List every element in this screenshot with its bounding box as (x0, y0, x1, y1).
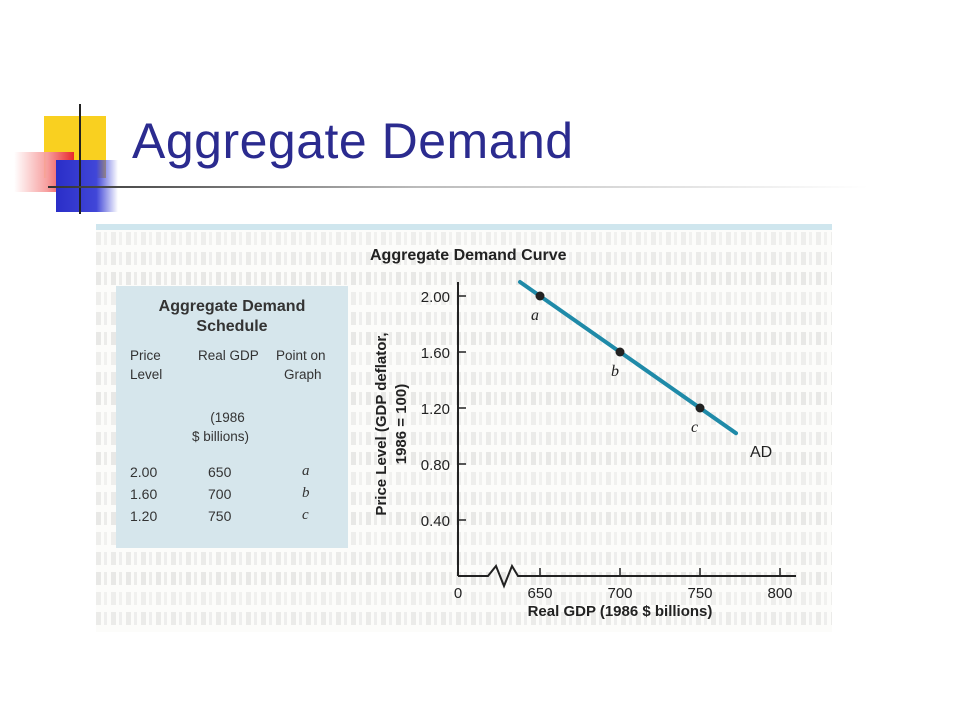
y-tick-label: 1.20 (421, 401, 450, 418)
y-tick-label: 0.80 (421, 457, 450, 474)
x-axis-label: Real GDP (1986 $ billions) (528, 603, 713, 620)
data-point-b (615, 347, 625, 357)
y-axis-label-line1: Price Level (GDP deflator, (373, 332, 390, 515)
aggregate-demand-chart: Aggregate Demand Curve Price Level (GDP … (370, 247, 796, 620)
y-tick-label: 2.00 (421, 289, 450, 306)
row-b-point: b (302, 485, 310, 501)
decor-title-underline (48, 186, 868, 188)
decor-vertical-line (79, 104, 81, 214)
faded-text-line (96, 232, 832, 245)
row-c-point: c (302, 507, 309, 523)
header-point-line2: Graph (284, 367, 322, 382)
x-tick-label: 650 (527, 585, 552, 602)
header-gdp-line2: (1986 (210, 410, 245, 425)
row-a-point: a (302, 463, 310, 479)
faded-text-line (96, 612, 832, 625)
textbook-figure-panel: Aggregate Demand Schedule Price Level Re… (96, 224, 832, 632)
faded-text-line (96, 252, 832, 265)
slide-title: Aggregate Demand (132, 113, 574, 169)
header-gdp-line3: $ billions) (192, 429, 250, 444)
header-gdp-unit: (1986 $ billions) (192, 408, 249, 446)
header-gdp-line1: Real GDP (198, 348, 259, 363)
data-point-a (535, 291, 545, 301)
faded-text-line (96, 592, 832, 605)
y-axis-label-line2: 1986 = 100) (393, 384, 410, 465)
x-tick-label: 800 (767, 585, 792, 602)
row-b-price: 1.60 (130, 486, 158, 502)
chart-title: Aggregate Demand Curve (370, 247, 567, 264)
header-gdp: Real GDP (198, 346, 259, 365)
y-tick-label: 0.40 (421, 513, 450, 530)
x-axis-line-with-break (458, 563, 796, 589)
data-point-label-b: b (611, 363, 619, 380)
aggregate-demand-schedule: Aggregate Demand Schedule Price Level Re… (116, 286, 348, 548)
row-a-price: 2.00 (130, 464, 158, 480)
data-point-label-c: c (691, 419, 698, 436)
faded-text-line (96, 552, 832, 565)
data-point-c (695, 403, 705, 413)
ad-curve-label: AD (750, 444, 772, 461)
schedule-title-line1: Aggregate Demand (158, 298, 306, 315)
x-tick-label: 750 (687, 585, 712, 602)
y-tick-label: 1.60 (421, 345, 450, 362)
row-b-gdp: 700 (208, 486, 232, 502)
x-tick-label: 700 (607, 585, 632, 602)
header-point: Point on Graph (276, 346, 326, 384)
row-c-gdp: 750 (208, 508, 232, 524)
panel-top-stripe (96, 224, 832, 230)
header-price: Price Level (130, 346, 162, 384)
header-point-line1: Point on (276, 348, 326, 363)
data-point-label-a: a (531, 307, 539, 324)
header-price-line1: Price (130, 348, 161, 363)
x-tick-label: 0 (454, 585, 462, 602)
schedule-title-line2: Schedule (196, 318, 268, 335)
row-c-price: 1.20 (130, 508, 158, 524)
row-a-gdp: 650 (208, 464, 232, 480)
header-price-line2: Level (130, 367, 163, 382)
faded-text-line (96, 272, 832, 285)
